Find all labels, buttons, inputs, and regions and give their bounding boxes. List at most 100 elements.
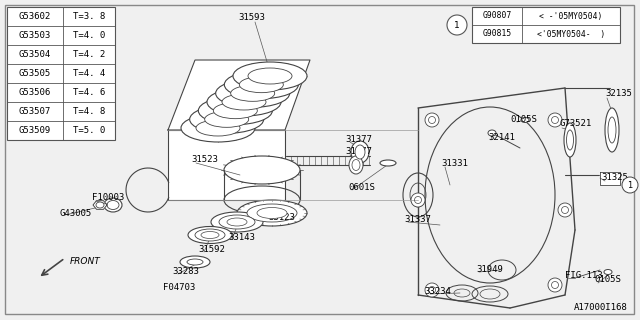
Ellipse shape <box>205 111 249 127</box>
Text: T=4. 8: T=4. 8 <box>73 107 105 116</box>
Ellipse shape <box>201 231 219 238</box>
Polygon shape <box>168 60 310 130</box>
Text: <'05MY0504-  ): <'05MY0504- ) <box>537 29 605 38</box>
Ellipse shape <box>237 200 307 226</box>
Ellipse shape <box>180 256 210 268</box>
Text: 31337: 31337 <box>404 215 431 225</box>
Text: 31377: 31377 <box>345 148 372 156</box>
Text: 31593: 31593 <box>238 13 265 22</box>
Text: 0105S: 0105S <box>510 116 537 124</box>
Ellipse shape <box>605 108 619 152</box>
Polygon shape <box>168 130 285 200</box>
Ellipse shape <box>521 117 529 123</box>
Ellipse shape <box>488 130 496 136</box>
Polygon shape <box>93 201 107 209</box>
Text: G53503: G53503 <box>19 31 51 40</box>
Text: G53507: G53507 <box>19 107 51 116</box>
Ellipse shape <box>230 85 275 101</box>
Text: T=4. 6: T=4. 6 <box>73 88 105 97</box>
Text: 31949: 31949 <box>476 266 503 275</box>
Text: T=3. 8: T=3. 8 <box>73 12 105 21</box>
Ellipse shape <box>257 207 287 219</box>
Text: 33283: 33283 <box>172 268 199 276</box>
Ellipse shape <box>608 117 616 143</box>
Ellipse shape <box>219 215 255 229</box>
Ellipse shape <box>222 94 266 110</box>
Ellipse shape <box>604 269 612 275</box>
Text: G53506: G53506 <box>19 88 51 97</box>
Circle shape <box>548 113 562 127</box>
Text: G53509: G53509 <box>19 126 51 135</box>
Ellipse shape <box>181 114 255 142</box>
Text: FIG.113: FIG.113 <box>565 270 603 279</box>
Ellipse shape <box>213 103 257 119</box>
Text: G53504: G53504 <box>19 50 51 59</box>
Text: 31592: 31592 <box>198 244 225 253</box>
Text: F10003: F10003 <box>92 194 124 203</box>
Ellipse shape <box>355 145 365 159</box>
Ellipse shape <box>187 259 203 265</box>
Ellipse shape <box>96 202 104 208</box>
Ellipse shape <box>216 79 290 107</box>
Text: 33234: 33234 <box>424 286 451 295</box>
Text: G43005: G43005 <box>60 209 92 218</box>
Text: G53602: G53602 <box>19 12 51 21</box>
Ellipse shape <box>225 71 298 99</box>
Text: 32135: 32135 <box>605 89 632 98</box>
Ellipse shape <box>189 105 264 133</box>
Ellipse shape <box>188 227 232 244</box>
Text: 1: 1 <box>627 180 632 189</box>
Circle shape <box>425 283 439 297</box>
Ellipse shape <box>380 160 396 166</box>
Ellipse shape <box>207 88 281 116</box>
Circle shape <box>447 15 467 35</box>
Text: G90815: G90815 <box>483 29 511 38</box>
Text: 31331: 31331 <box>441 159 468 169</box>
Text: FRONT: FRONT <box>70 258 100 267</box>
Circle shape <box>558 203 572 217</box>
Ellipse shape <box>227 218 247 226</box>
Ellipse shape <box>349 156 363 174</box>
Text: 33143: 33143 <box>228 233 255 242</box>
Ellipse shape <box>248 68 292 84</box>
Ellipse shape <box>352 159 360 171</box>
Text: 0601S: 0601S <box>348 183 375 193</box>
Circle shape <box>622 177 638 193</box>
Text: G73521: G73521 <box>560 119 592 129</box>
Text: G90807: G90807 <box>483 12 511 20</box>
Text: 0105S: 0105S <box>594 276 621 284</box>
Bar <box>472 7 620 43</box>
Ellipse shape <box>107 201 119 210</box>
Text: T=4. 2: T=4. 2 <box>73 50 105 59</box>
Text: 33123: 33123 <box>268 213 295 222</box>
Polygon shape <box>600 172 620 185</box>
Bar <box>7 7 115 140</box>
Text: 32141: 32141 <box>488 133 515 142</box>
Ellipse shape <box>224 156 300 184</box>
Text: T=4. 4: T=4. 4 <box>73 69 105 78</box>
Circle shape <box>411 193 425 207</box>
Text: 31523: 31523 <box>191 155 218 164</box>
Ellipse shape <box>247 204 297 222</box>
Text: T=5. 0: T=5. 0 <box>73 126 105 135</box>
Ellipse shape <box>104 198 122 212</box>
Ellipse shape <box>198 97 273 125</box>
Ellipse shape <box>196 120 240 136</box>
Text: 1: 1 <box>454 20 460 29</box>
Circle shape <box>548 278 562 292</box>
Ellipse shape <box>351 141 369 163</box>
Circle shape <box>425 113 439 127</box>
Text: A17000I168: A17000I168 <box>574 302 628 311</box>
Text: T=4. 0: T=4. 0 <box>73 31 105 40</box>
Text: F04703: F04703 <box>163 284 195 292</box>
Text: G53505: G53505 <box>19 69 51 78</box>
Text: < -'05MY0504): < -'05MY0504) <box>540 12 603 20</box>
Ellipse shape <box>566 130 573 150</box>
Text: 31377: 31377 <box>345 135 372 145</box>
Text: 31325: 31325 <box>601 173 628 182</box>
Ellipse shape <box>211 212 263 232</box>
Ellipse shape <box>233 62 307 90</box>
Ellipse shape <box>195 229 225 241</box>
Ellipse shape <box>239 77 284 93</box>
Ellipse shape <box>564 123 576 157</box>
